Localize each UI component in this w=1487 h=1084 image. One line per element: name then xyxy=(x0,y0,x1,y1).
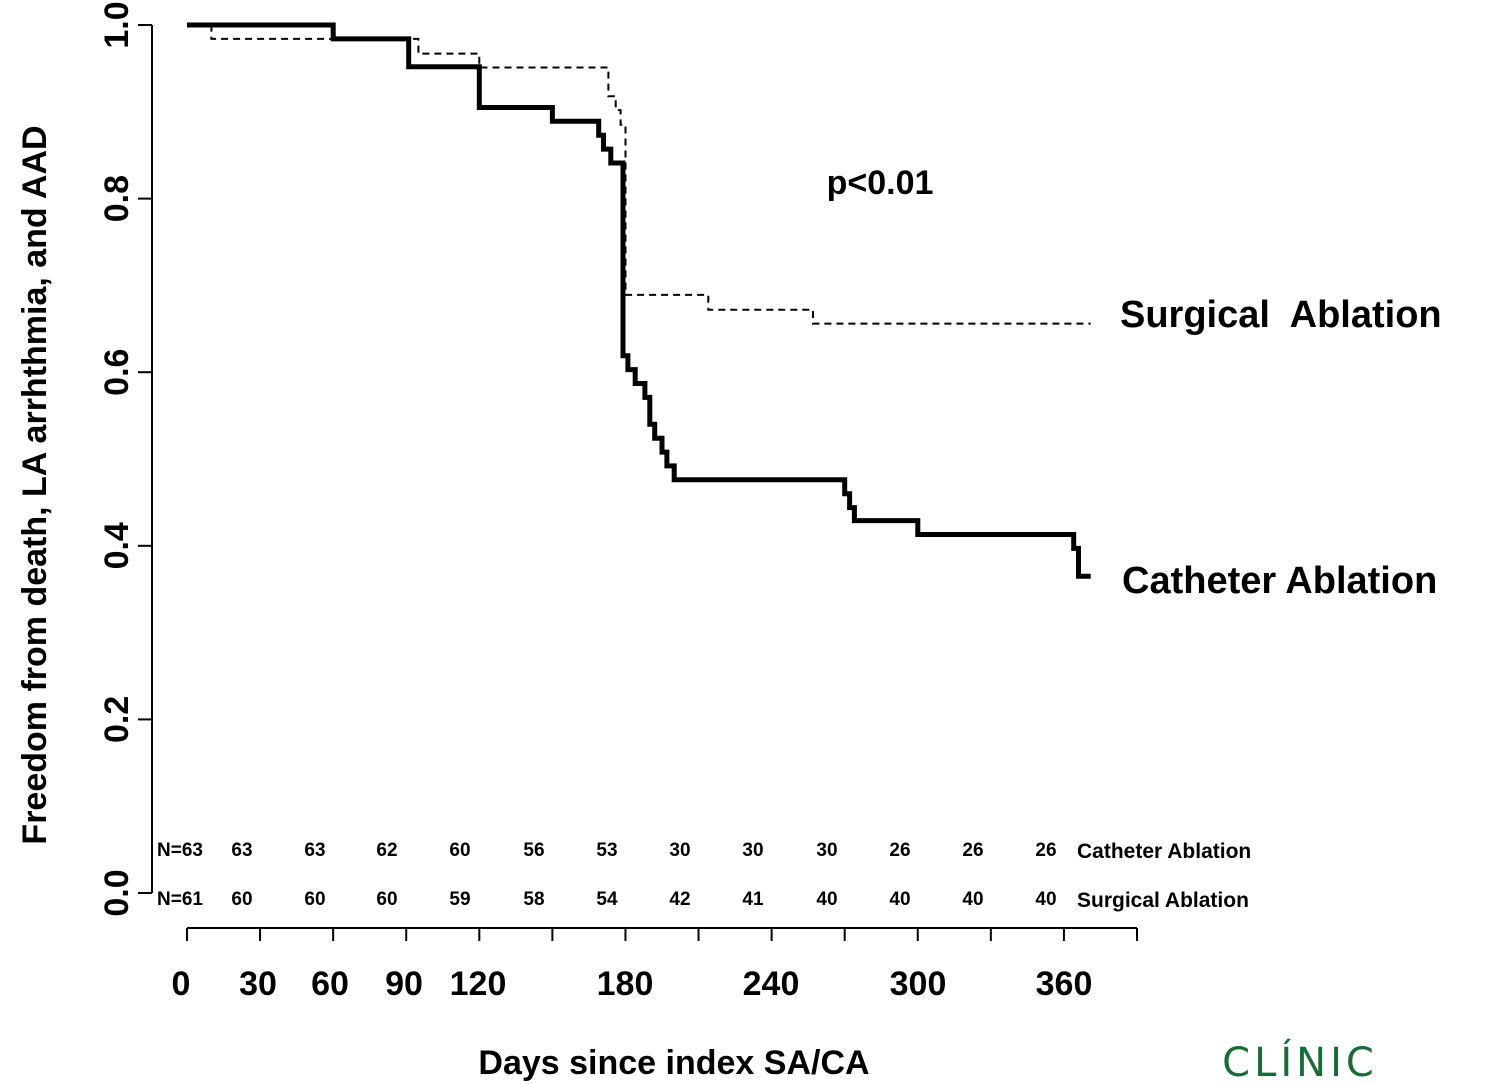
y-tick-label: 0.8 xyxy=(98,175,136,222)
at-risk-count: 40 xyxy=(962,889,983,910)
at-risk-count: 54 xyxy=(596,889,618,910)
at-risk-count: 60 xyxy=(449,840,470,861)
x-axis: 0 30 60 90 120 180 240 300 360 xyxy=(172,927,1138,1003)
at-risk-row-label: Surgical Ablation xyxy=(1077,889,1249,912)
y-tick-label: 0.6 xyxy=(98,349,136,396)
p-value-annotation: p<0.01 xyxy=(827,164,934,202)
survival-curves xyxy=(187,22,1091,579)
y-tick-label: 0.2 xyxy=(98,696,136,743)
at-risk-count: 59 xyxy=(449,889,470,910)
x-tick-label: 120 xyxy=(450,965,507,1003)
series-line-surgical-ablation xyxy=(187,24,1091,325)
legend-label-surgical-ablation: Surgical Ablation xyxy=(1120,294,1442,336)
clinic-logo: CLÍNIC xyxy=(1222,1038,1378,1084)
at-risk-count: 41 xyxy=(742,889,764,910)
at-risk-count: 30 xyxy=(669,840,690,861)
at-risk-count: 53 xyxy=(596,840,617,861)
x-tick-label: 60 xyxy=(311,965,349,1003)
at-risk-count: 58 xyxy=(523,889,544,910)
x-tick-label: 300 xyxy=(890,965,947,1003)
at-risk-count: 60 xyxy=(304,889,325,910)
at-risk-count: 26 xyxy=(962,840,983,861)
y-tick-label: 0.4 xyxy=(98,522,136,569)
y-tick-label: 0.0 xyxy=(98,869,136,916)
y-axis: 0.0 0.2 0.4 0.6 0.8 1.0 xyxy=(98,1,153,917)
at-risk-count: 60 xyxy=(231,889,252,910)
at-risk-count: 40 xyxy=(1035,889,1056,910)
at-risk-count: N=63 xyxy=(157,840,203,861)
at-risk-row-label: Catheter Ablation xyxy=(1077,840,1251,863)
at-risk-table: N=63 63 63 62 60 56 53 30 30 30 26 26 26 Catheter Abl… xyxy=(157,840,1251,912)
at-risk-count: 26 xyxy=(1035,840,1056,861)
x-tick-label: 90 xyxy=(385,965,423,1003)
at-risk-count: 30 xyxy=(742,840,763,861)
series-line-catheter-ablation xyxy=(187,22,1091,579)
at-risk-count: 42 xyxy=(669,889,690,910)
x-tick-label: 360 xyxy=(1036,965,1093,1003)
y-axis-label: Freedom from death, LA arrhthmia, and AA… xyxy=(16,125,54,844)
x-tick-label: 240 xyxy=(743,965,800,1003)
at-risk-count: 63 xyxy=(304,840,325,861)
x-axis-label: Days since index SA/CA xyxy=(478,1044,869,1082)
x-tick-label: 30 xyxy=(239,965,277,1003)
at-risk-count: 30 xyxy=(816,840,837,861)
x-tick-label: 0 xyxy=(172,965,191,1003)
y-tick-label: 1.0 xyxy=(98,1,136,48)
at-risk-count: 60 xyxy=(376,889,397,910)
at-risk-count: 56 xyxy=(523,840,544,861)
at-risk-count: 63 xyxy=(231,840,252,861)
at-risk-count: 40 xyxy=(889,889,910,910)
at-risk-count: 26 xyxy=(889,840,910,861)
x-tick-label: 180 xyxy=(597,965,654,1003)
at-risk-count: N=61 xyxy=(157,889,203,910)
legend-label-catheter-ablation: Catheter Ablation xyxy=(1122,560,1437,602)
at-risk-count: 62 xyxy=(376,840,397,861)
at-risk-count: 40 xyxy=(816,889,837,910)
